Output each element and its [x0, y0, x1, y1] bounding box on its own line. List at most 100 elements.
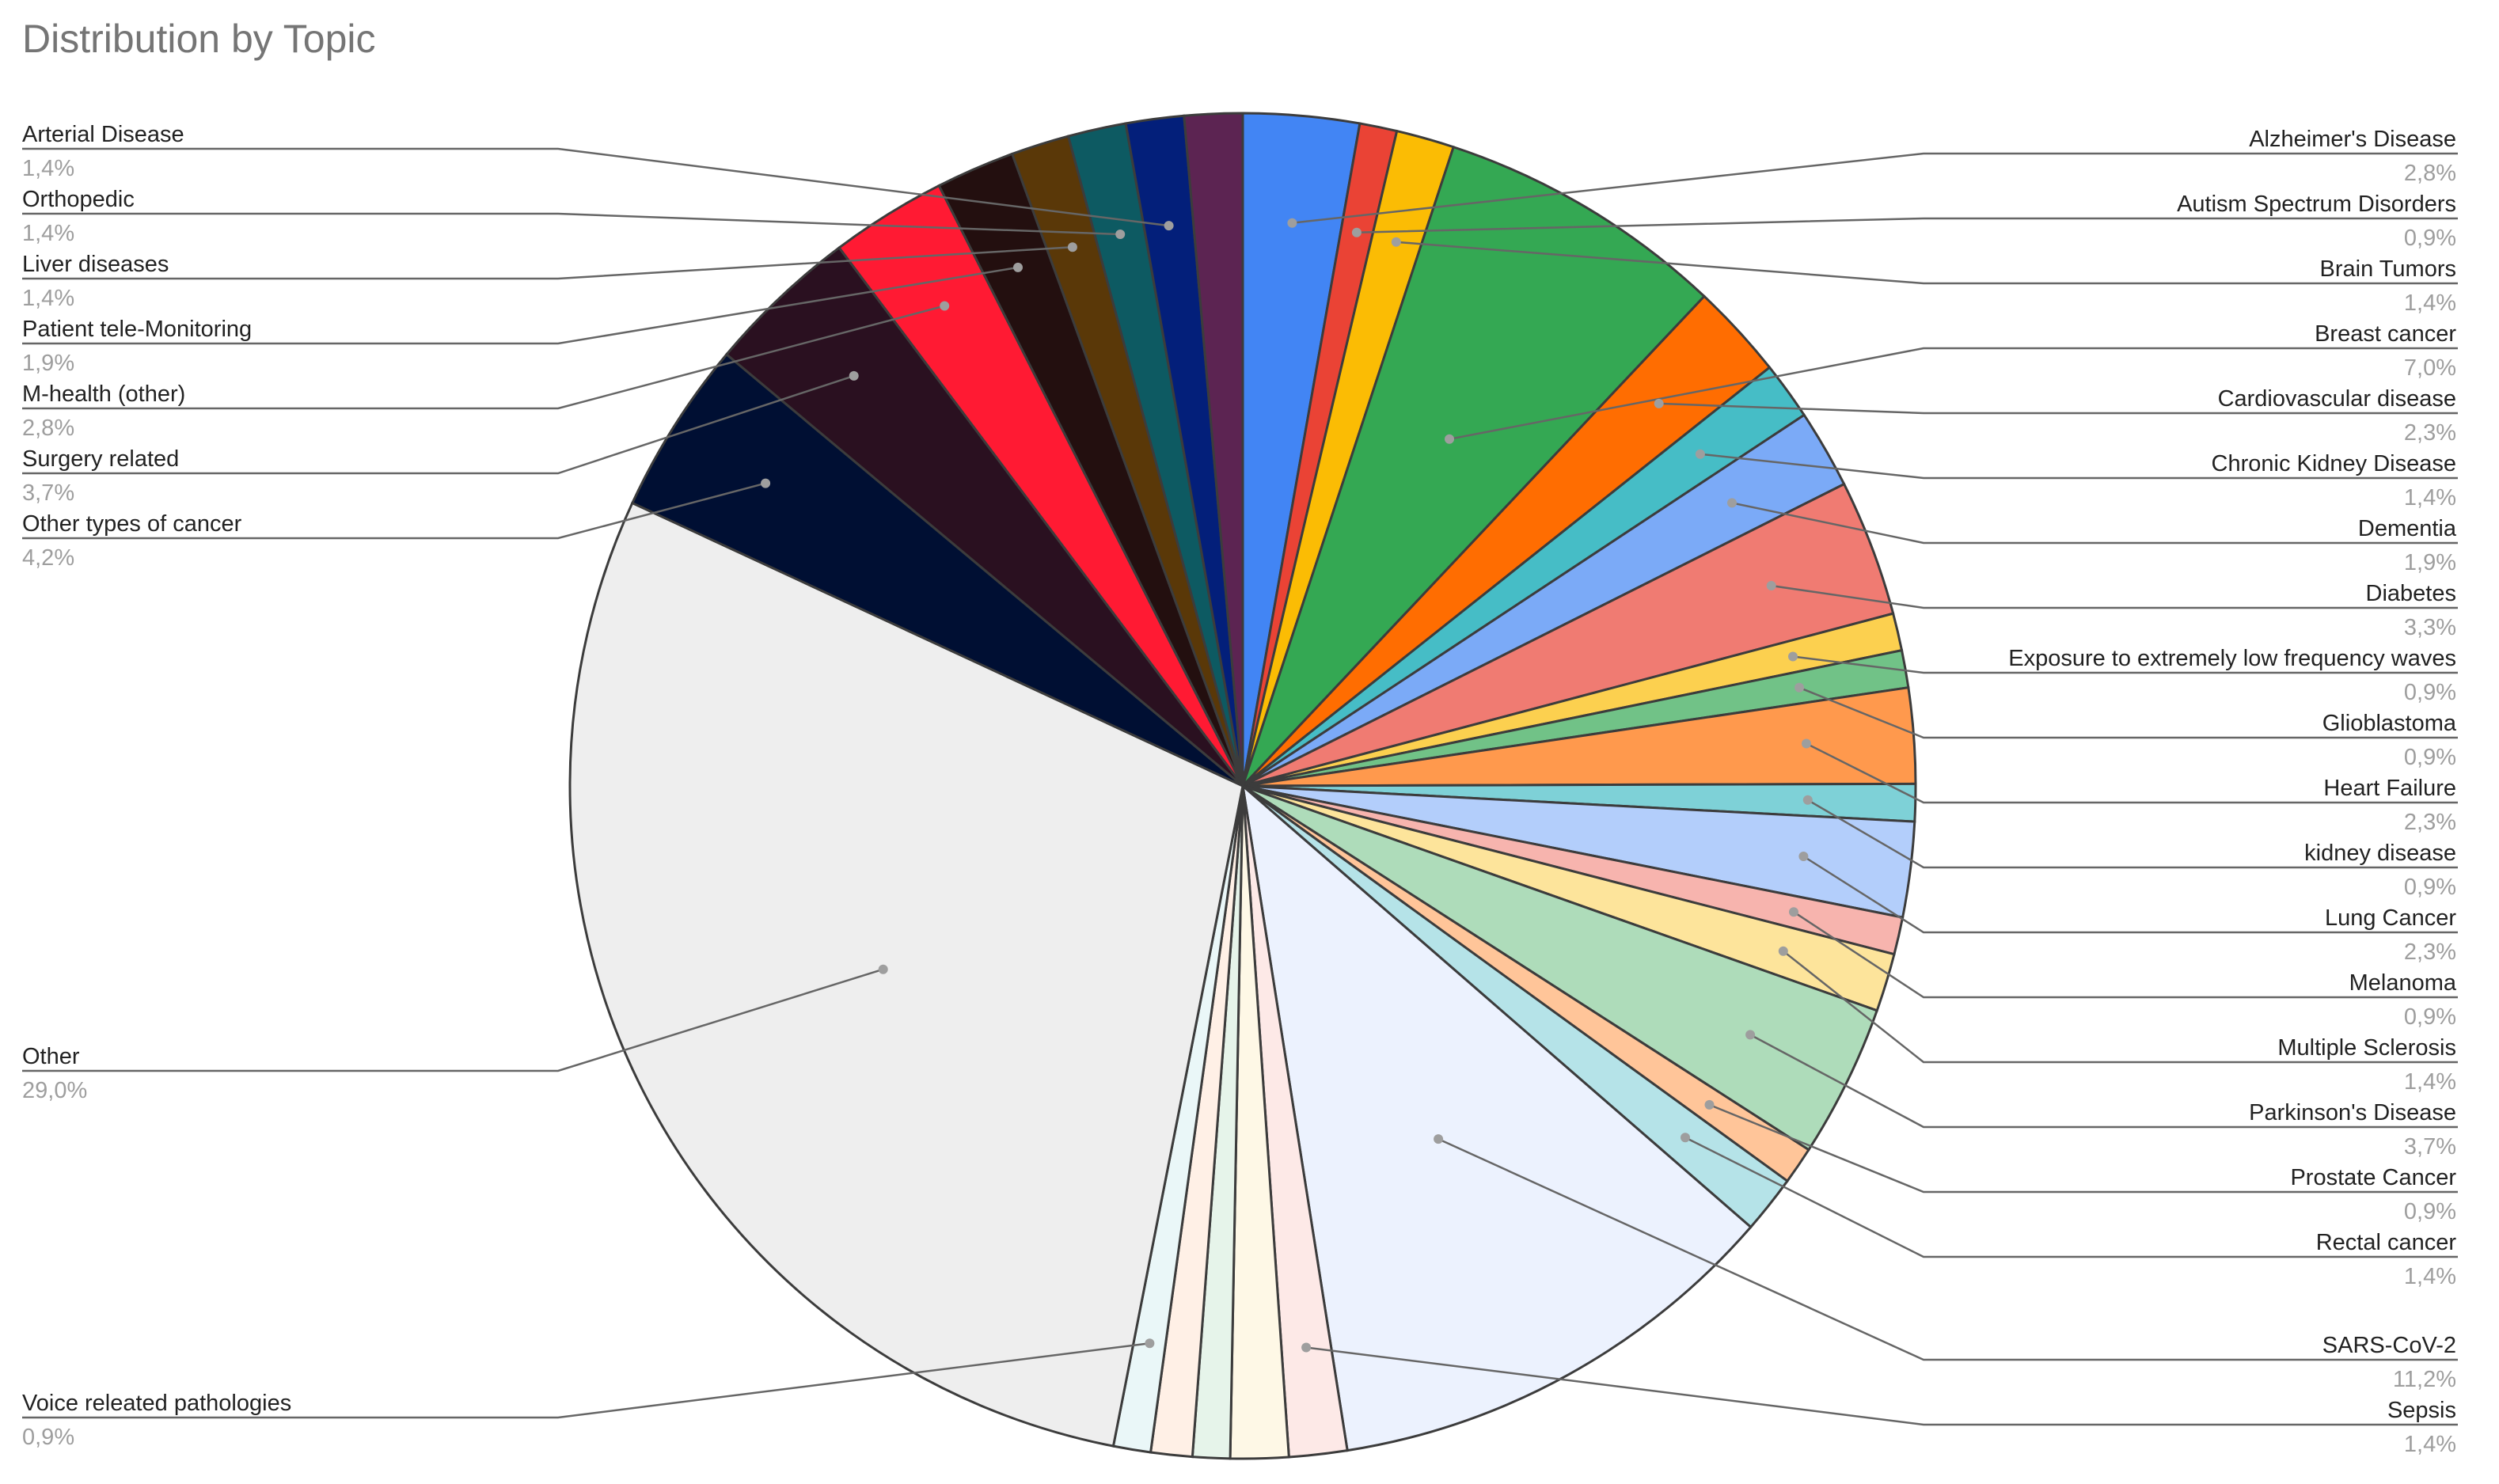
- slice-percent-sepsis: 1,4%: [2404, 1432, 2456, 1457]
- slice-percent-surgery-related: 3,7%: [22, 480, 74, 506]
- slice-label-cardiovascular-disease: Cardiovascular disease: [2218, 386, 2456, 412]
- leader-line-prostate-cancer: [1709, 1103, 2458, 1194]
- leader-line-glioblastoma: [1798, 686, 2458, 739]
- pie-slice-surgery-related: [724, 245, 1244, 788]
- slice-percent-diabetes: 3,3%: [2404, 615, 2456, 640]
- leader-line-alzheimer-s-disease: [1292, 152, 2458, 224]
- leader-dot-orthopedic: [1115, 230, 1126, 239]
- leader-line-multiple-sclerosis: [1783, 950, 2458, 1064]
- slice-percent-autism-spectrum-disorders: 0,9%: [2404, 226, 2456, 251]
- slice-percent-patient-tele-monitoring: 1,9%: [22, 351, 74, 376]
- slice-percent-dementia: 1,9%: [2404, 550, 2456, 575]
- leader-line-voice-releated-pathologies: [22, 1342, 1150, 1419]
- slice-percent-melanoma: 0,9%: [2404, 1004, 2456, 1030]
- slice-percent-m-health-other: 2,8%: [22, 416, 74, 441]
- leader-dot-sepsis: [1301, 1342, 1312, 1353]
- leader-line-parkinson-s-disease: [1749, 1034, 2458, 1129]
- slice-label-sepsis: Sepsis: [2387, 1398, 2456, 1423]
- slice-percent-kidney-disease: 0,9%: [2404, 875, 2456, 900]
- slice-label-liver-diseases: Liver diseases: [22, 252, 169, 277]
- leader-dot-multiple-sclerosis: [1778, 946, 1788, 956]
- slice-percent-sars-cov-2: 11,2%: [2393, 1367, 2456, 1392]
- leader-line-dementia: [1731, 502, 2458, 545]
- leader-line-m-health-other: [22, 305, 945, 410]
- leader-line-sepsis: [1305, 1346, 2458, 1426]
- leader-line-lung-cancer: [1802, 855, 2458, 934]
- leader-dot-voice-releated-pathologies: [1145, 1338, 1155, 1349]
- slice-percent-alzheimer-s-disease: 2,8%: [2404, 161, 2456, 186]
- leader-dot-other: [878, 964, 888, 974]
- slice-label-prostate-cancer: Prostate Cancer: [2290, 1165, 2456, 1190]
- pie-slice-other-types-of-cancer: [630, 352, 1244, 788]
- slice-label-brain-tumors: Brain Tumors: [2320, 256, 2456, 282]
- leader-dot-lung-cancer: [1798, 852, 1809, 861]
- slice-label-exposure-to-extremely-low-frequency-waves: Exposure to extremely low frequency wave…: [2008, 646, 2456, 671]
- leader-line-surgery-related: [22, 374, 855, 475]
- leader-dot-rectal-cancer: [1681, 1133, 1690, 1143]
- leader-dot-alzheimer-s-disease: [1287, 218, 1297, 228]
- pie-slice-parkinson-s-disease: [1242, 784, 1879, 1152]
- leader-dot-breast-cancer: [1445, 434, 1454, 444]
- slice-percent-cardiovascular-disease: 2,3%: [2404, 420, 2456, 446]
- leader-dot-liver-diseases: [1067, 242, 1077, 252]
- leader-line-orthopedic: [22, 212, 1121, 236]
- leader-lines: [22, 147, 2458, 1426]
- leader-dot-dementia: [1727, 498, 1737, 508]
- slice-label-heart-failure: Heart Failure: [2323, 776, 2456, 801]
- slice-label-rectal-cancer: Rectal cancer: [2316, 1230, 2457, 1255]
- pie-slice-unlabeled-32: [1183, 112, 1244, 787]
- leader-line-other: [22, 968, 884, 1072]
- leader-line-chronic-kidney-disease: [1700, 453, 2458, 480]
- leader-line-autism-spectrum-disorders: [1356, 217, 2458, 233]
- slice-percent-exposure-to-extremely-low-frequency-waves: 0,9%: [2404, 680, 2456, 705]
- slice-percent-orthopedic: 1,4%: [22, 221, 74, 246]
- leader-line-heart-failure: [1806, 742, 2458, 804]
- slice-label-multiple-sclerosis: Multiple Sclerosis: [2277, 1035, 2456, 1061]
- slice-label-arterial-disease: Arterial Disease: [22, 122, 184, 147]
- slice-label-dementia: Dementia: [2358, 516, 2457, 541]
- slice-label-chronic-kidney-disease: Chronic Kidney Disease: [2212, 451, 2456, 476]
- leader-dot-kidney-disease: [1802, 795, 1813, 805]
- slice-label-other: Other: [22, 1044, 80, 1069]
- slice-percent-parkinson-s-disease: 3,7%: [2404, 1134, 2456, 1159]
- slice-label-diabetes: Diabetes: [2366, 581, 2456, 606]
- leader-line-rectal-cancer: [1684, 1137, 2458, 1258]
- slice-label-voice-releated-pathologies: Voice releated pathologies: [22, 1391, 291, 1416]
- slice-label-sars-cov-2: SARS-CoV-2: [2322, 1333, 2456, 1358]
- slice-label-breast-cancer: Breast cancer: [2315, 321, 2456, 347]
- slice-label-lung-cancer: Lung Cancer: [2325, 905, 2456, 931]
- leader-dot-patient-tele-monitoring: [1013, 262, 1023, 272]
- leader-dot-diabetes: [1766, 581, 1776, 590]
- slice-percent-lung-cancer: 2,3%: [2404, 939, 2456, 965]
- pie-slices: [568, 112, 1917, 1460]
- chart-title: Distribution by Topic: [22, 17, 376, 61]
- leader-dot-exposure-to-extremely-low-frequency-waves: [1788, 651, 1798, 662]
- leader-line-arterial-disease: [22, 147, 1169, 227]
- slice-label-other-types-of-cancer: Other types of cancer: [22, 511, 242, 537]
- leader-line-diabetes: [1771, 584, 2458, 609]
- slice-percent-glioblastoma: 0,9%: [2404, 745, 2456, 770]
- slice-labels: Alzheimer's Disease 2,8% Autism Spectrum D…: [22, 122, 2457, 1457]
- leader-line-patient-tele-monitoring: [22, 266, 1019, 345]
- leader-dot-cardiovascular-disease: [1654, 398, 1664, 408]
- slice-percent-prostate-cancer: 0,9%: [2404, 1199, 2456, 1224]
- pie-slice-other: [568, 501, 1244, 1448]
- slice-percent-other-types-of-cancer: 4,2%: [22, 545, 74, 571]
- slice-percent-rectal-cancer: 1,4%: [2404, 1264, 2456, 1289]
- slice-label-autism-spectrum-disorders: Autism Spectrum Disorders: [2177, 192, 2456, 217]
- pie-slice-sars-cov-2: [1240, 783, 1753, 1452]
- slice-percent-arterial-disease: 1,4%: [22, 156, 74, 181]
- slice-percent-chronic-kidney-disease: 1,4%: [2404, 485, 2456, 510]
- leader-line-exposure-to-extremely-low-frequency-waves: [1792, 655, 2458, 674]
- slice-percent-brain-tumors: 1,4%: [2404, 290, 2456, 316]
- leader-line-melanoma: [1793, 911, 2458, 999]
- leader-line-breast-cancer: [1449, 347, 2458, 441]
- pie-slice-breast-cancer: [1241, 145, 1707, 788]
- slice-label-orthopedic: Orthopedic: [22, 187, 135, 212]
- slice-label-patient-tele-monitoring: Patient tele-Monitoring: [22, 317, 252, 342]
- slice-percent-multiple-sclerosis: 1,4%: [2404, 1069, 2456, 1095]
- leader-dot-prostate-cancer: [1704, 1099, 1715, 1110]
- leader-dot-brain-tumors: [1391, 237, 1401, 247]
- leader-line-other-types-of-cancer: [22, 482, 766, 540]
- leader-dot-parkinson-s-disease: [1745, 1030, 1756, 1040]
